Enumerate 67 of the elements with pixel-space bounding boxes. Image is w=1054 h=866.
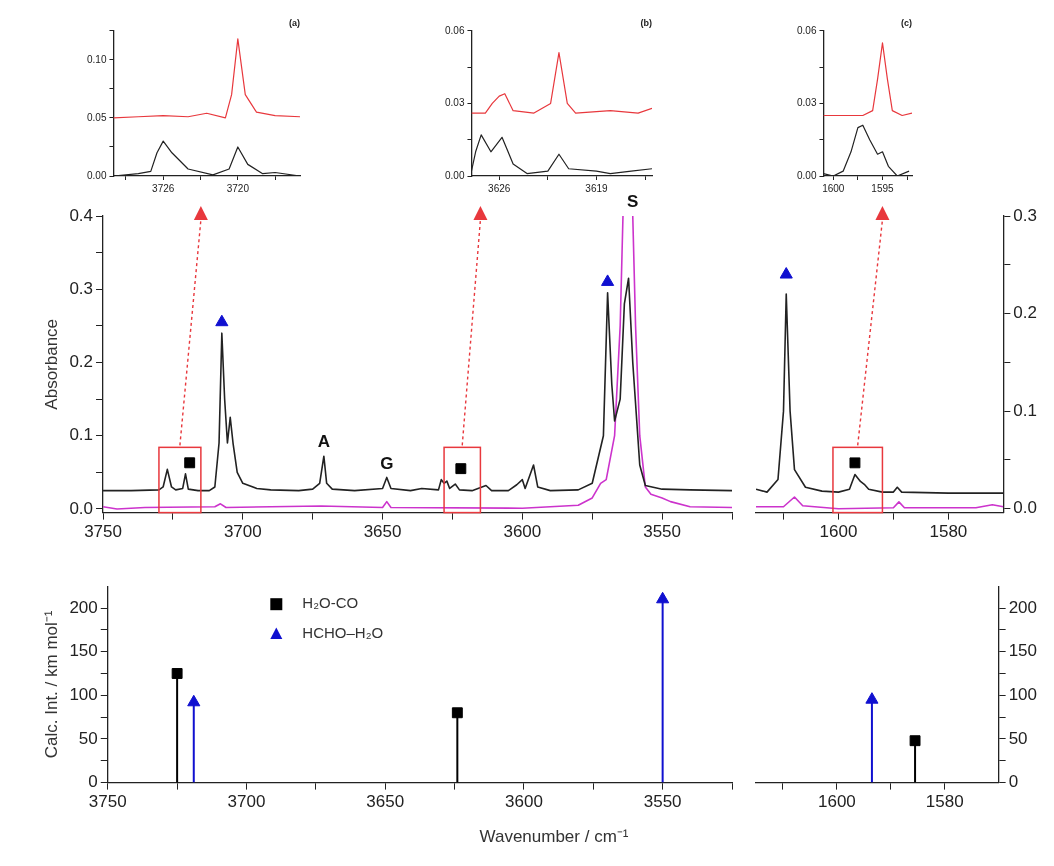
chart-title: (b) xyxy=(640,17,652,28)
x-tick-label: 3750 xyxy=(84,522,122,542)
point xyxy=(187,694,201,707)
point xyxy=(451,707,463,719)
y-tick-label: 0.1 xyxy=(69,425,94,445)
point xyxy=(601,274,615,286)
point xyxy=(656,591,670,604)
y-tick-label: 0.03 xyxy=(444,97,465,109)
y2-tick-label: 0.2 xyxy=(1013,303,1038,323)
x-tick-label: 3626 xyxy=(488,182,511,194)
x-tick-label: 3750 xyxy=(88,792,127,812)
y-tick-label: 150 xyxy=(69,641,98,661)
y-tick-label: 100 xyxy=(69,685,98,704)
y-tick-label: 0.00 xyxy=(796,169,817,181)
x-axis-title: Wavenumber / cm⁻¹ xyxy=(478,826,630,847)
chart-title: (c) xyxy=(901,17,912,28)
annotation: A xyxy=(317,432,331,452)
y-tick-label: 0.00 xyxy=(86,169,107,181)
x-tick-label: 3700 xyxy=(223,522,262,542)
y-tick-label: 0.03 xyxy=(796,97,817,109)
x-tick-label: 3550 xyxy=(643,792,682,812)
y2-tick-label: 0 xyxy=(1008,772,1019,792)
x-tick-label: 1580 xyxy=(925,792,964,812)
y2-tick-label: 0.3 xyxy=(1013,205,1038,225)
x-tick-label: 3619 xyxy=(585,182,609,194)
point xyxy=(215,314,229,327)
y-tick-label: 0 xyxy=(88,772,98,792)
y-tick-label: 0.00 xyxy=(444,169,465,181)
y2-tick-label: 200 xyxy=(1008,597,1038,617)
y2-tick-label: 100 xyxy=(1008,685,1038,704)
y-tick-label: 0.4 xyxy=(69,205,94,225)
point xyxy=(455,463,467,475)
y-tick-label: 0.06 xyxy=(444,24,465,36)
y2-tick-label: 0.0 xyxy=(1013,498,1038,518)
x-tick-label: 3700 xyxy=(227,792,266,812)
y-tick-label: 0.2 xyxy=(69,352,94,372)
legend-label: HCHO–H₂O xyxy=(302,624,384,642)
y-tick-label: 0.06 xyxy=(796,24,817,36)
y2-tick-label: 50 xyxy=(1008,728,1028,748)
x-tick-label: 3650 xyxy=(366,792,405,812)
x-tick-label: 1600 xyxy=(817,792,856,812)
x-tick-label: 3550 xyxy=(643,522,682,542)
y-tick-label: 0.3 xyxy=(69,278,94,298)
point xyxy=(171,668,183,679)
y-tick-label: 50 xyxy=(78,728,98,748)
x-tick-label: 1595 xyxy=(871,182,895,194)
x-tick-label: 1580 xyxy=(929,522,968,542)
x-tick-label: 1600 xyxy=(819,522,858,542)
legend-label: H₂O-CO xyxy=(302,594,359,612)
y-axis-title: Absorbance xyxy=(41,318,61,410)
x-tick-label: 1600 xyxy=(822,182,845,194)
annotation: G xyxy=(380,453,394,473)
x-tick-label: 3600 xyxy=(505,792,543,812)
y-tick-label: 0.05 xyxy=(86,111,107,123)
y-tick-label: 200 xyxy=(69,597,98,617)
y-axis-title: Calc. Int. / km mol⁻¹ xyxy=(41,610,61,759)
chart-title: (a) xyxy=(289,17,300,28)
x-tick-label: 3726 xyxy=(152,182,175,194)
x-tick-label: 3600 xyxy=(503,522,542,542)
y-tick-label: 0.10 xyxy=(86,53,107,65)
x-tick-label: 3720 xyxy=(226,182,250,194)
y2-tick-label: 0.1 xyxy=(1013,400,1038,420)
x-tick-label: 3650 xyxy=(363,522,402,542)
point xyxy=(184,457,196,469)
y-tick-label: 0.0 xyxy=(69,498,94,518)
y2-tick-label: 150 xyxy=(1008,641,1038,661)
annotation: S xyxy=(627,192,639,212)
